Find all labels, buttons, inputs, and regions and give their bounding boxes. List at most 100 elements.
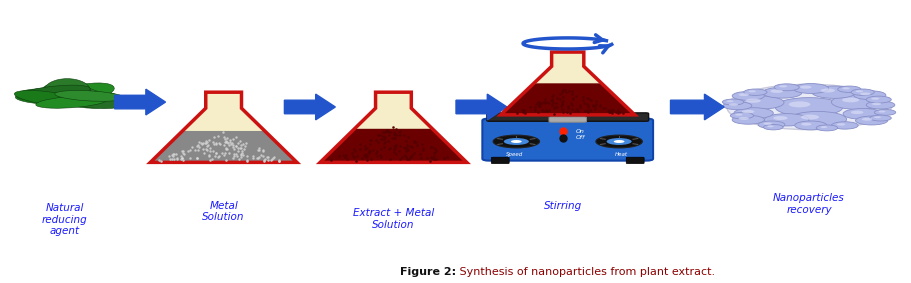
Circle shape — [873, 116, 880, 118]
Point — [238, 143, 252, 148]
Point — [256, 159, 271, 163]
Circle shape — [800, 115, 818, 120]
Point — [229, 152, 243, 156]
Point — [337, 155, 352, 160]
Circle shape — [770, 89, 783, 93]
Point — [426, 156, 441, 161]
Circle shape — [850, 89, 874, 95]
Point — [537, 109, 551, 113]
Polygon shape — [320, 129, 466, 162]
Point — [369, 138, 384, 143]
Point — [360, 154, 374, 158]
Point — [541, 101, 556, 105]
Point — [582, 108, 597, 113]
Point — [572, 104, 587, 109]
Point — [250, 147, 264, 152]
Point — [235, 148, 250, 153]
Point — [217, 135, 231, 140]
Point — [516, 110, 530, 115]
Point — [386, 143, 401, 148]
Text: Extract + Metal
Solution: Extract + Metal Solution — [353, 208, 434, 230]
Point — [399, 146, 414, 150]
Point — [233, 153, 248, 157]
Point — [261, 155, 275, 160]
Circle shape — [613, 140, 624, 143]
Point — [230, 148, 244, 153]
Point — [381, 130, 395, 134]
Circle shape — [773, 116, 787, 120]
Point — [221, 151, 236, 155]
Circle shape — [735, 96, 783, 109]
Circle shape — [859, 93, 869, 95]
Point — [369, 153, 384, 158]
Point — [200, 140, 214, 145]
Point — [211, 140, 226, 145]
Point — [164, 153, 179, 157]
Point — [174, 154, 189, 158]
Circle shape — [503, 138, 528, 145]
Point — [398, 145, 413, 150]
Circle shape — [811, 86, 855, 98]
Point — [235, 148, 250, 153]
Point — [201, 154, 216, 158]
Point — [189, 156, 204, 161]
Point — [534, 108, 548, 113]
Point — [167, 152, 181, 156]
Point — [250, 147, 264, 152]
Circle shape — [788, 101, 810, 107]
Point — [389, 126, 404, 131]
Point — [560, 103, 575, 108]
Point — [396, 145, 411, 149]
Point — [348, 158, 363, 163]
Point — [422, 158, 436, 163]
Point — [265, 156, 280, 160]
Point — [245, 153, 260, 158]
Point — [218, 151, 232, 156]
Point — [528, 102, 543, 107]
Point — [211, 140, 226, 145]
Point — [218, 151, 232, 156]
Point — [169, 152, 183, 156]
Point — [209, 151, 223, 156]
Point — [162, 156, 177, 161]
Point — [195, 142, 210, 147]
Point — [436, 156, 451, 160]
Circle shape — [831, 95, 884, 110]
Point — [409, 143, 424, 148]
Point — [221, 140, 236, 145]
FancyArrow shape — [456, 94, 507, 120]
Point — [232, 139, 247, 143]
Polygon shape — [500, 52, 634, 115]
Point — [374, 155, 388, 159]
Circle shape — [831, 122, 857, 129]
Point — [221, 140, 236, 145]
Point — [200, 143, 214, 148]
Point — [387, 145, 402, 150]
Point — [555, 95, 569, 100]
Point — [568, 94, 583, 98]
Point — [552, 96, 567, 101]
Point — [522, 104, 537, 109]
Circle shape — [865, 96, 890, 103]
Point — [169, 156, 184, 160]
Point — [564, 89, 578, 93]
Point — [375, 134, 390, 139]
Point — [219, 140, 233, 144]
Point — [604, 111, 619, 115]
Point — [220, 147, 234, 151]
Point — [260, 155, 274, 159]
Polygon shape — [150, 92, 297, 162]
Point — [220, 140, 234, 145]
Point — [603, 108, 618, 112]
Point — [221, 142, 236, 147]
Point — [199, 147, 213, 151]
Circle shape — [763, 113, 808, 126]
Point — [205, 149, 220, 154]
Point — [385, 125, 400, 129]
Point — [197, 151, 211, 155]
Point — [532, 100, 547, 105]
Point — [344, 150, 359, 155]
Point — [239, 141, 253, 145]
Point — [531, 101, 546, 106]
Point — [264, 157, 279, 161]
